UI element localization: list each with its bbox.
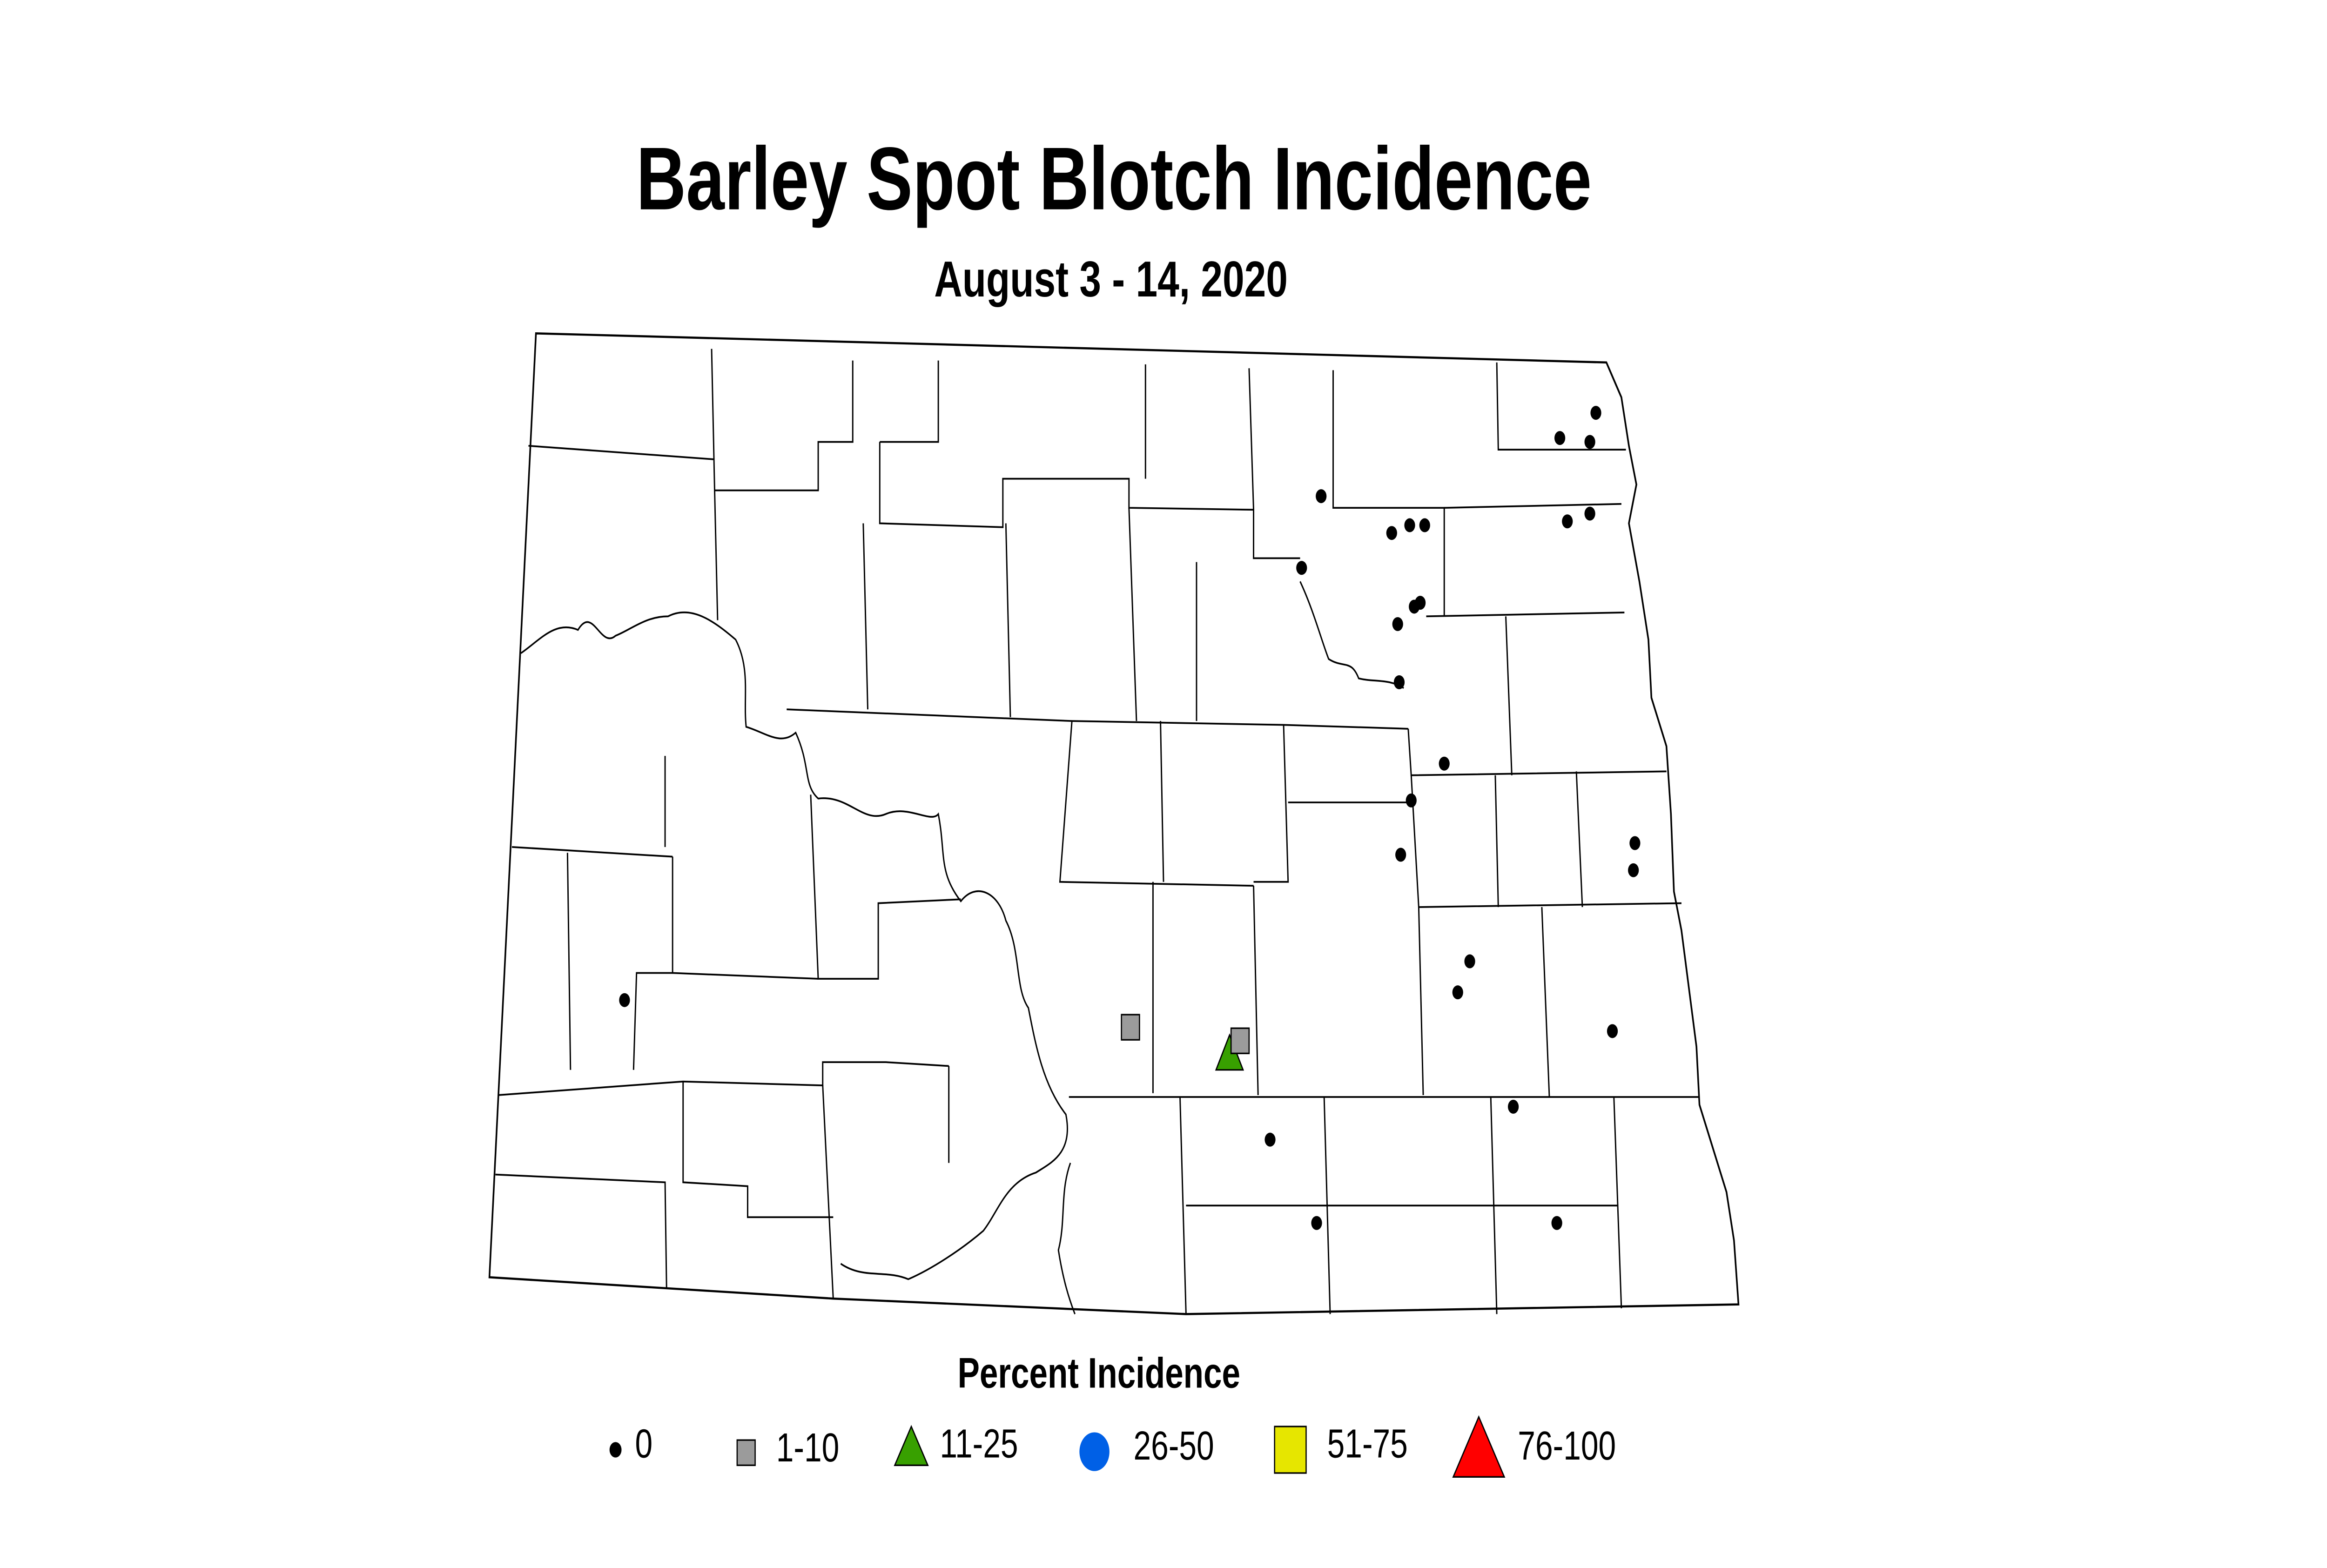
legend-title: Percent Incidence xyxy=(958,1350,1240,1397)
marker-zero xyxy=(1464,954,1475,969)
marker-zero xyxy=(1554,431,1566,445)
legend-label: 1-10 xyxy=(776,1425,840,1470)
marker-zero xyxy=(1590,406,1601,420)
marker-zero xyxy=(1439,756,1450,771)
marker-zero xyxy=(1311,1216,1322,1230)
marker-zero xyxy=(1406,793,1417,808)
map-title: Barley Spot Blotch Incidence xyxy=(636,129,1592,229)
missouri-river xyxy=(520,611,1068,1280)
marker-zero xyxy=(1562,514,1573,529)
marker-zero xyxy=(1584,506,1595,521)
marker-zero xyxy=(1386,526,1397,540)
legend-blue-circle-symbol xyxy=(1079,1432,1110,1471)
marker-zero xyxy=(1393,675,1405,689)
legend-item-51-75: 51-75 xyxy=(1274,1420,1408,1474)
legend-item-0: 0 xyxy=(609,1420,653,1467)
marker-zero xyxy=(1584,435,1595,449)
marker-zero xyxy=(1508,1099,1519,1114)
marker-zero xyxy=(1392,617,1403,631)
legend-item-11-25: 11-25 xyxy=(894,1420,1018,1467)
marker-zero xyxy=(1607,1024,1618,1038)
sheyenne-river xyxy=(1299,581,1404,689)
marker-zero xyxy=(1316,489,1327,504)
marker-zero xyxy=(1452,985,1463,1000)
marker-zero xyxy=(1551,1216,1562,1230)
legend-green-triangle-symbol xyxy=(894,1425,929,1466)
legend-yellow-square-symbol xyxy=(1274,1426,1307,1474)
marker-zero xyxy=(1264,1132,1276,1147)
marker-zero xyxy=(1409,599,1420,614)
county-boundaries xyxy=(495,349,1700,1314)
legend-red-triangle-symbol xyxy=(1452,1415,1506,1478)
legend-label: 0 xyxy=(635,1420,653,1466)
marker-zero xyxy=(1629,836,1641,850)
legend-gray-square-symbol xyxy=(736,1439,756,1466)
observation-markers xyxy=(619,406,1641,1230)
marker-zero xyxy=(1419,518,1430,532)
marker-zero xyxy=(1628,863,1639,877)
marker-zero xyxy=(1296,561,1307,575)
legend-item-26-50: 26-50 xyxy=(1079,1422,1214,1471)
legend-item-76-100: 76-100 xyxy=(1452,1415,1616,1478)
map-subtitle: August 3 - 14, 2020 xyxy=(934,251,1288,308)
legend-label: 26-50 xyxy=(1133,1422,1214,1468)
state-map xyxy=(488,332,1740,1315)
marker-1-10 xyxy=(1121,1014,1140,1041)
marker-zero xyxy=(619,993,630,1007)
marker-1-10 xyxy=(1230,1027,1250,1055)
marker-zero xyxy=(1395,848,1406,862)
marker-zero xyxy=(1404,518,1415,532)
legend-label: 51-75 xyxy=(1327,1420,1408,1466)
legend-dot-symbol xyxy=(609,1442,622,1458)
state-outline xyxy=(488,332,1740,1315)
james-river xyxy=(1057,1162,1076,1315)
legend: Percent Incidence 0 1-10 11-25 26-50 51-… xyxy=(609,1350,1616,1478)
legend-label: 76-100 xyxy=(1518,1422,1616,1468)
legend-label: 11-25 xyxy=(940,1420,1018,1466)
legend-item-1-10: 1-10 xyxy=(736,1425,840,1470)
